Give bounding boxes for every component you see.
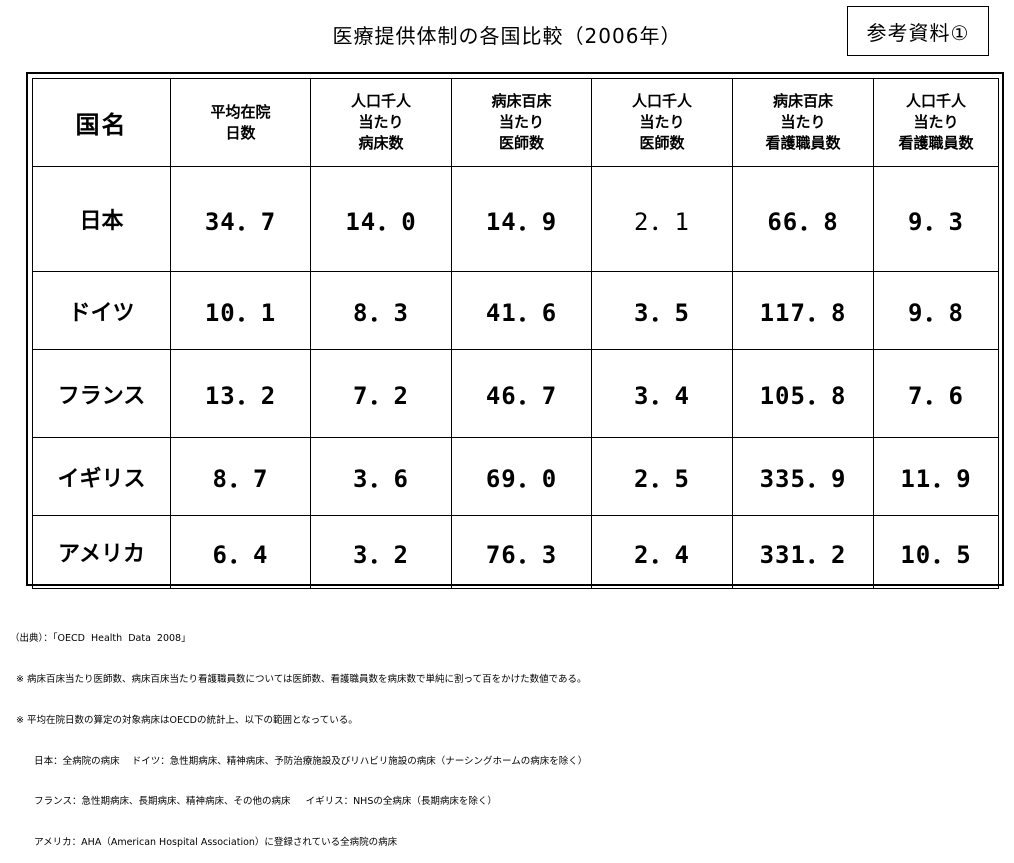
value-cell: 41．6 bbox=[451, 271, 592, 350]
value-cell: 11．9 bbox=[873, 437, 999, 516]
value-cell: 2．5 bbox=[591, 437, 733, 516]
note-line: ※ 平均在院日数の算定の対象病床はOECDの統計上、以下の範囲となっている。 bbox=[10, 714, 358, 726]
value-cell: 105．8 bbox=[732, 349, 874, 438]
table-row: ドイツ 10．1 8．3 41．6 3．5 117．8 9．8 bbox=[32, 271, 999, 350]
value-cell: 3．6 bbox=[310, 437, 452, 516]
value-cell: 66．8 bbox=[732, 166, 874, 272]
header-nurses-per-100-beds: 病床百床 当たり 看護職員数 bbox=[732, 78, 874, 167]
value-cell: 76．3 bbox=[451, 515, 592, 589]
value-cell: 6．4 bbox=[170, 515, 311, 589]
comparison-table-frame: 国名 平均在院 日数 人口千人 当たり 病床数 病床百床 当たり 医師数 人口千… bbox=[26, 72, 1004, 589]
note-line: フランス：急性期病床、長期病床、精神病床、その他の病床 イギリス：NHSの全病床… bbox=[10, 796, 497, 808]
value-cell: 46．7 bbox=[451, 349, 592, 438]
value-cell: 9．3 bbox=[873, 166, 999, 272]
value-cell: 331．2 bbox=[732, 515, 874, 589]
value-cell: 10．1 bbox=[170, 271, 311, 350]
country-cell: フランス bbox=[32, 349, 171, 438]
footnotes: （出典）：「OECD Health Data 2008」 ※ 病床百床当たり医師… bbox=[10, 605, 1000, 863]
value-cell: 2．1 bbox=[591, 166, 733, 272]
country-cell: アメリカ bbox=[32, 515, 171, 589]
value-cell: 34．7 bbox=[170, 166, 311, 272]
value-cell: 9．8 bbox=[873, 271, 999, 350]
value-cell: 13．2 bbox=[170, 349, 311, 438]
value-cell: 3．2 bbox=[310, 515, 452, 589]
note-line: 日本：全病院の病床 ドイツ：急性期病床、精神病床、予防治療施設及びリハビリ施設の… bbox=[10, 755, 588, 767]
header-country: 国名 bbox=[32, 78, 171, 167]
value-cell: 117．8 bbox=[732, 271, 874, 350]
value-cell: 10．5 bbox=[873, 515, 999, 589]
comparison-table: 国名 平均在院 日数 人口千人 当たり 病床数 病床百床 当たり 医師数 人口千… bbox=[32, 78, 999, 589]
page-title: 医療提供体制の各国比較（2006年） bbox=[332, 24, 682, 48]
value-cell: 7．2 bbox=[310, 349, 452, 438]
table-row: イギリス 8．7 3．6 69．0 2．5 335．9 11．9 bbox=[32, 437, 999, 516]
reference-label: 参考資料① bbox=[847, 6, 989, 56]
header-nurses-per-1000: 人口千人 当たり 看護職員数 bbox=[873, 78, 999, 167]
note-source: （出典）：「OECD Health Data 2008」 bbox=[10, 633, 191, 645]
note-line: ※ 病床百床当たり医師数、病床百床当たり看護職員数については医師数、看護職員数を… bbox=[10, 673, 587, 685]
table-row: 日本 34．7 14．0 14．9 2．1 66．8 9．3 bbox=[32, 166, 999, 272]
header-doctors-per-100-beds: 病床百床 当たり 医師数 bbox=[451, 78, 592, 167]
note-line: アメリカ：AHA（American Hospital Association）に… bbox=[10, 837, 398, 849]
value-cell: 8．7 bbox=[170, 437, 311, 516]
value-cell: 8．3 bbox=[310, 271, 452, 350]
country-cell: ドイツ bbox=[32, 271, 171, 350]
header-avg-stay-days: 平均在院 日数 bbox=[170, 78, 311, 167]
country-cell: イギリス bbox=[32, 437, 171, 516]
value-cell: 335．9 bbox=[732, 437, 874, 516]
country-cell: 日本 bbox=[32, 166, 171, 272]
value-cell: 7．6 bbox=[873, 349, 999, 438]
value-cell: 3．4 bbox=[591, 349, 733, 438]
value-cell: 69．0 bbox=[451, 437, 592, 516]
value-cell: 2．4 bbox=[591, 515, 733, 589]
value-cell: 14．9 bbox=[451, 166, 592, 272]
header-row: 国名 平均在院 日数 人口千人 当たり 病床数 病床百床 当たり 医師数 人口千… bbox=[32, 78, 999, 167]
header-beds-per-1000: 人口千人 当たり 病床数 bbox=[310, 78, 452, 167]
value-cell: 14．0 bbox=[310, 166, 452, 272]
table-row: アメリカ 6．4 3．2 76．3 2．4 331．2 10．5 bbox=[32, 515, 999, 589]
value-cell: 3．5 bbox=[591, 271, 733, 350]
table-row: フランス 13．2 7．2 46．7 3．4 105．8 7．6 bbox=[32, 349, 999, 438]
header-doctors-per-1000: 人口千人 当たり 医師数 bbox=[591, 78, 733, 167]
